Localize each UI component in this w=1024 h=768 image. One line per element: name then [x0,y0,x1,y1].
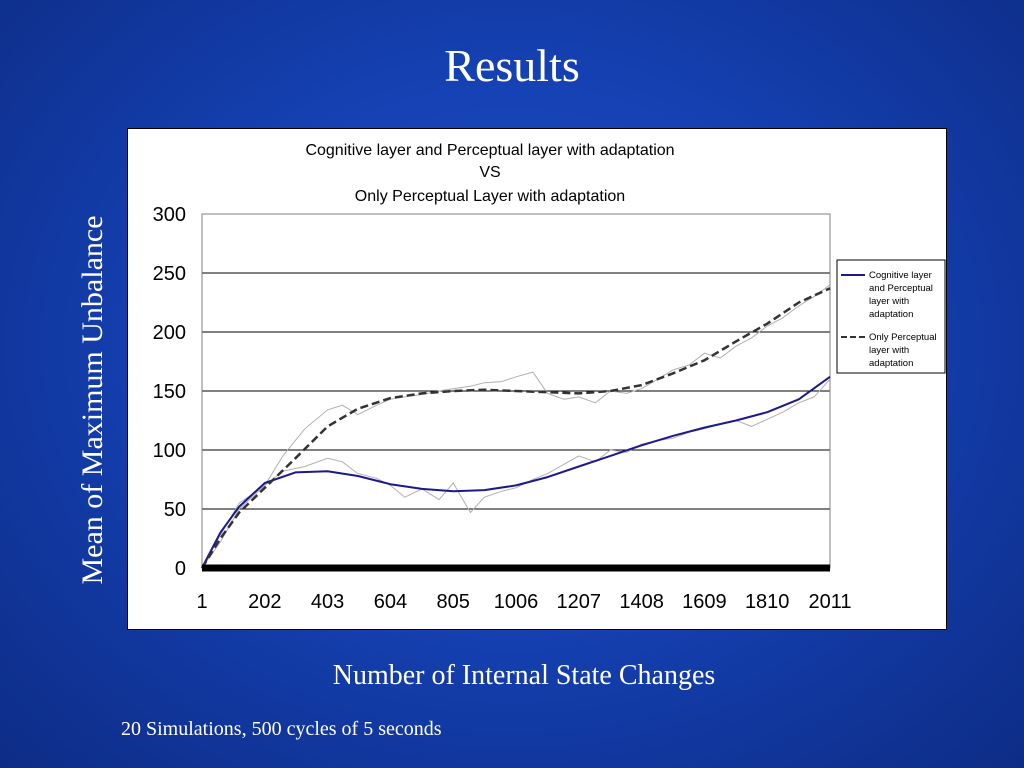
legend-box [836,259,946,374]
slide-x-axis-label: Number of Internal State Changes [332,660,716,691]
y-tick-label: 150 [153,381,186,403]
x-tick-label: 202 [248,591,281,613]
series-line-1 [200,287,831,569]
x-tick-label: 1810 [745,591,790,613]
chart-title-line-1: Cognitive layer and Perceptual layer wit… [305,142,674,159]
x-tick-label: 604 [374,591,407,613]
legend-label-cognitive: Cognitive layer and Perceptual layer with a… [869,270,933,320]
y-tick-label: 300 [153,204,186,226]
y-tick-label: 250 [153,263,186,285]
x-tick-labels: 1 202 403 604 805 1006 1207 1408 1609 1810 2011 [196,591,851,613]
series-line-0 [201,375,831,569]
legend-label-text: Cognitive layer and Perceptual layer with a… [869,270,933,320]
x-tick-label: 1006 [494,591,539,613]
slide-y-axis-label: Mean of Maximum Unbalance [76,215,109,585]
y-tick-label: 50 [164,499,186,521]
x-tick-label: 1 [196,591,207,613]
y-tick-labels: 0 50 100 150 200 250 300 [153,204,186,580]
raw-trace-0 [201,378,831,569]
x-tick-label: 403 [311,591,344,613]
chart-title-line-2: VS [479,164,500,181]
raw-traces [201,284,831,569]
x-tick-label: 1408 [619,591,664,613]
legend-label-perceptual: Only Perceptual layer with adaptation [869,332,937,369]
chart-title-line-3: Only Perceptual Layer with adaptation [355,188,625,205]
y-tick-label: 100 [153,440,186,462]
legend-label-text: Only Perceptual layer with adaptation [869,332,937,369]
y-tick-label: 0 [175,558,186,580]
slide-title: Results [444,40,580,91]
raw-trace-1 [201,284,831,569]
series-lines [200,287,831,569]
footnote: 20 Simulations, 500 cycles of 5 seconds [121,718,442,740]
x-tick-label: 1609 [682,591,727,613]
chart-frame: Cognitive layer and Perceptual layer wit… [127,128,947,630]
x-tick-label: 1207 [557,591,602,613]
legend: Cognitive layer and Perceptual layer with a… [836,259,946,374]
y-tick-label: 200 [153,322,186,344]
x-tick-label: 805 [437,591,470,613]
x-tick-label: 2011 [808,591,851,613]
line-chart: Cognitive layer and Perceptual layer wit… [153,142,946,613]
gridlines [202,213,830,510]
